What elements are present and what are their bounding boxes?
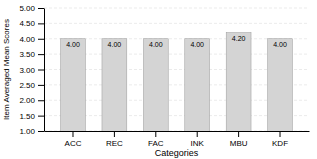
tick: 4.00 — [19, 35, 44, 44]
tick-label: 1.00 — [19, 127, 35, 136]
bar — [185, 39, 210, 131]
tick-label: INK — [191, 139, 205, 148]
tick-mark — [38, 8, 44, 9]
y-axis-title: Item Averaged Mean Scores — [2, 19, 11, 120]
bar — [226, 33, 251, 131]
bars — [61, 33, 293, 131]
tick-label: FAC — [148, 139, 164, 148]
tick-mark — [280, 131, 281, 137]
tick-mark — [155, 131, 156, 137]
tick: REC — [106, 131, 123, 148]
x-axis: ACC REC FAC INK MBU KDF — [45, 131, 310, 148]
data-label: 4.20 — [232, 35, 246, 42]
grid-line — [44, 23, 309, 24]
tick-mark — [72, 131, 73, 137]
tick-mark — [38, 54, 44, 55]
plot: ACC REC FAC INK MBU KDF 1.00 1.50 2.00 2.50 3.00 3.… — [19, 4, 309, 159]
tick-mark — [38, 70, 44, 71]
tick-label: 4.50 — [19, 19, 35, 28]
tick: 1.00 — [19, 127, 44, 136]
tick: 4.50 — [19, 19, 44, 28]
tick-mark — [38, 39, 44, 40]
grid-line — [44, 8, 309, 9]
tick-label: 1.50 — [19, 112, 35, 121]
tick-mark — [114, 131, 115, 137]
chart: ACC REC FAC INK MBU KDF 1.00 1.50 2.00 2.50 3.00 3.… — [0, 0, 317, 159]
y-axis: 1.00 1.50 2.00 2.50 3.00 3.50 4.00 4.50 5.00 — [19, 4, 44, 136]
tick-mark — [38, 116, 44, 117]
tick-label: 4.00 — [19, 35, 35, 44]
tick-label: ACC — [65, 139, 82, 148]
data-label: 4.00 — [273, 41, 287, 48]
tick-mark — [38, 85, 44, 86]
tick: 5.00 — [19, 4, 44, 13]
tick: ACC — [65, 131, 82, 148]
tick-mark — [38, 100, 44, 101]
tick-mark — [38, 23, 44, 24]
tick: INK — [191, 131, 205, 148]
tick-mark — [197, 131, 198, 137]
bar — [61, 39, 86, 131]
tick-label: 5.00 — [19, 4, 35, 13]
tick: FAC — [148, 131, 164, 148]
tick-mark — [38, 131, 44, 132]
tick: KDF — [272, 131, 288, 148]
tick: 1.50 — [19, 112, 44, 121]
bar — [143, 39, 168, 131]
tick-mark — [238, 131, 239, 137]
tick: 3.00 — [19, 66, 44, 75]
x-axis-title: Categories — [155, 148, 199, 158]
bar — [102, 39, 127, 131]
axis-line — [45, 131, 310, 132]
tick: 2.00 — [19, 96, 44, 105]
tick-label: KDF — [272, 139, 288, 148]
tick: 3.50 — [19, 50, 44, 59]
axis-line — [44, 9, 45, 132]
tick-label: 2.50 — [19, 81, 35, 90]
tick-label: REC — [106, 139, 123, 148]
data-label: 4.00 — [149, 41, 163, 48]
tick: 2.50 — [19, 81, 44, 90]
data-label: 4.00 — [66, 41, 80, 48]
tick-label: 2.00 — [19, 96, 35, 105]
tick-label: 3.00 — [19, 66, 35, 75]
data-label: 4.00 — [190, 41, 204, 48]
bar — [268, 39, 293, 131]
tick-label: MBU — [230, 139, 248, 148]
data-labels: 4.00 4.00 4.00 4.00 4.20 4.00 — [66, 35, 287, 48]
tick: MBU — [230, 131, 248, 148]
data-label: 4.00 — [108, 41, 122, 48]
tick-label: 3.50 — [19, 50, 35, 59]
